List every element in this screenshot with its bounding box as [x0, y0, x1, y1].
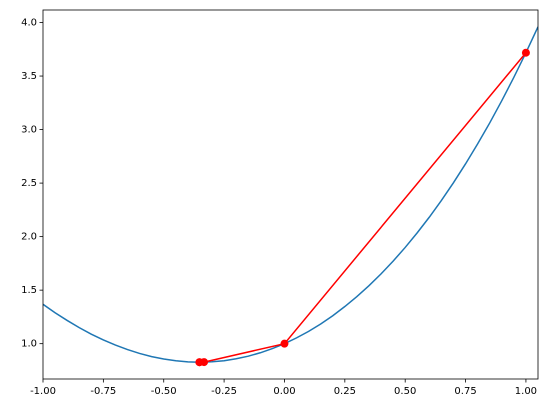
- y-tick-label: 2.5: [21, 178, 37, 189]
- x-tick-label: -0.25: [211, 386, 237, 397]
- marker: [280, 339, 289, 348]
- y-tick-label: 4.0: [21, 18, 37, 29]
- x-tick-label: 0.75: [454, 386, 476, 397]
- y-tick-label: 2.0: [21, 232, 37, 243]
- x-tick-label: -0.50: [151, 386, 177, 397]
- y-tick-label: 1.0: [21, 339, 37, 350]
- x-tick-label: -0.75: [90, 386, 116, 397]
- x-tick-label: 0.00: [273, 386, 295, 397]
- x-tick-label: 1.00: [515, 386, 537, 397]
- x-tick-label: 0.25: [334, 386, 356, 397]
- series-line: [199, 52, 527, 363]
- series-line: [43, 26, 538, 363]
- marker: [521, 48, 530, 57]
- x-tick-label: 0.50: [394, 386, 416, 397]
- y-tick-label: 3.0: [21, 125, 37, 136]
- marker: [195, 358, 204, 367]
- axes-frame: [42, 9, 539, 380]
- y-tick-label: 1.5: [21, 285, 37, 296]
- y-tick-label: 3.5: [21, 71, 37, 82]
- x-tick-label: -1.00: [30, 386, 56, 397]
